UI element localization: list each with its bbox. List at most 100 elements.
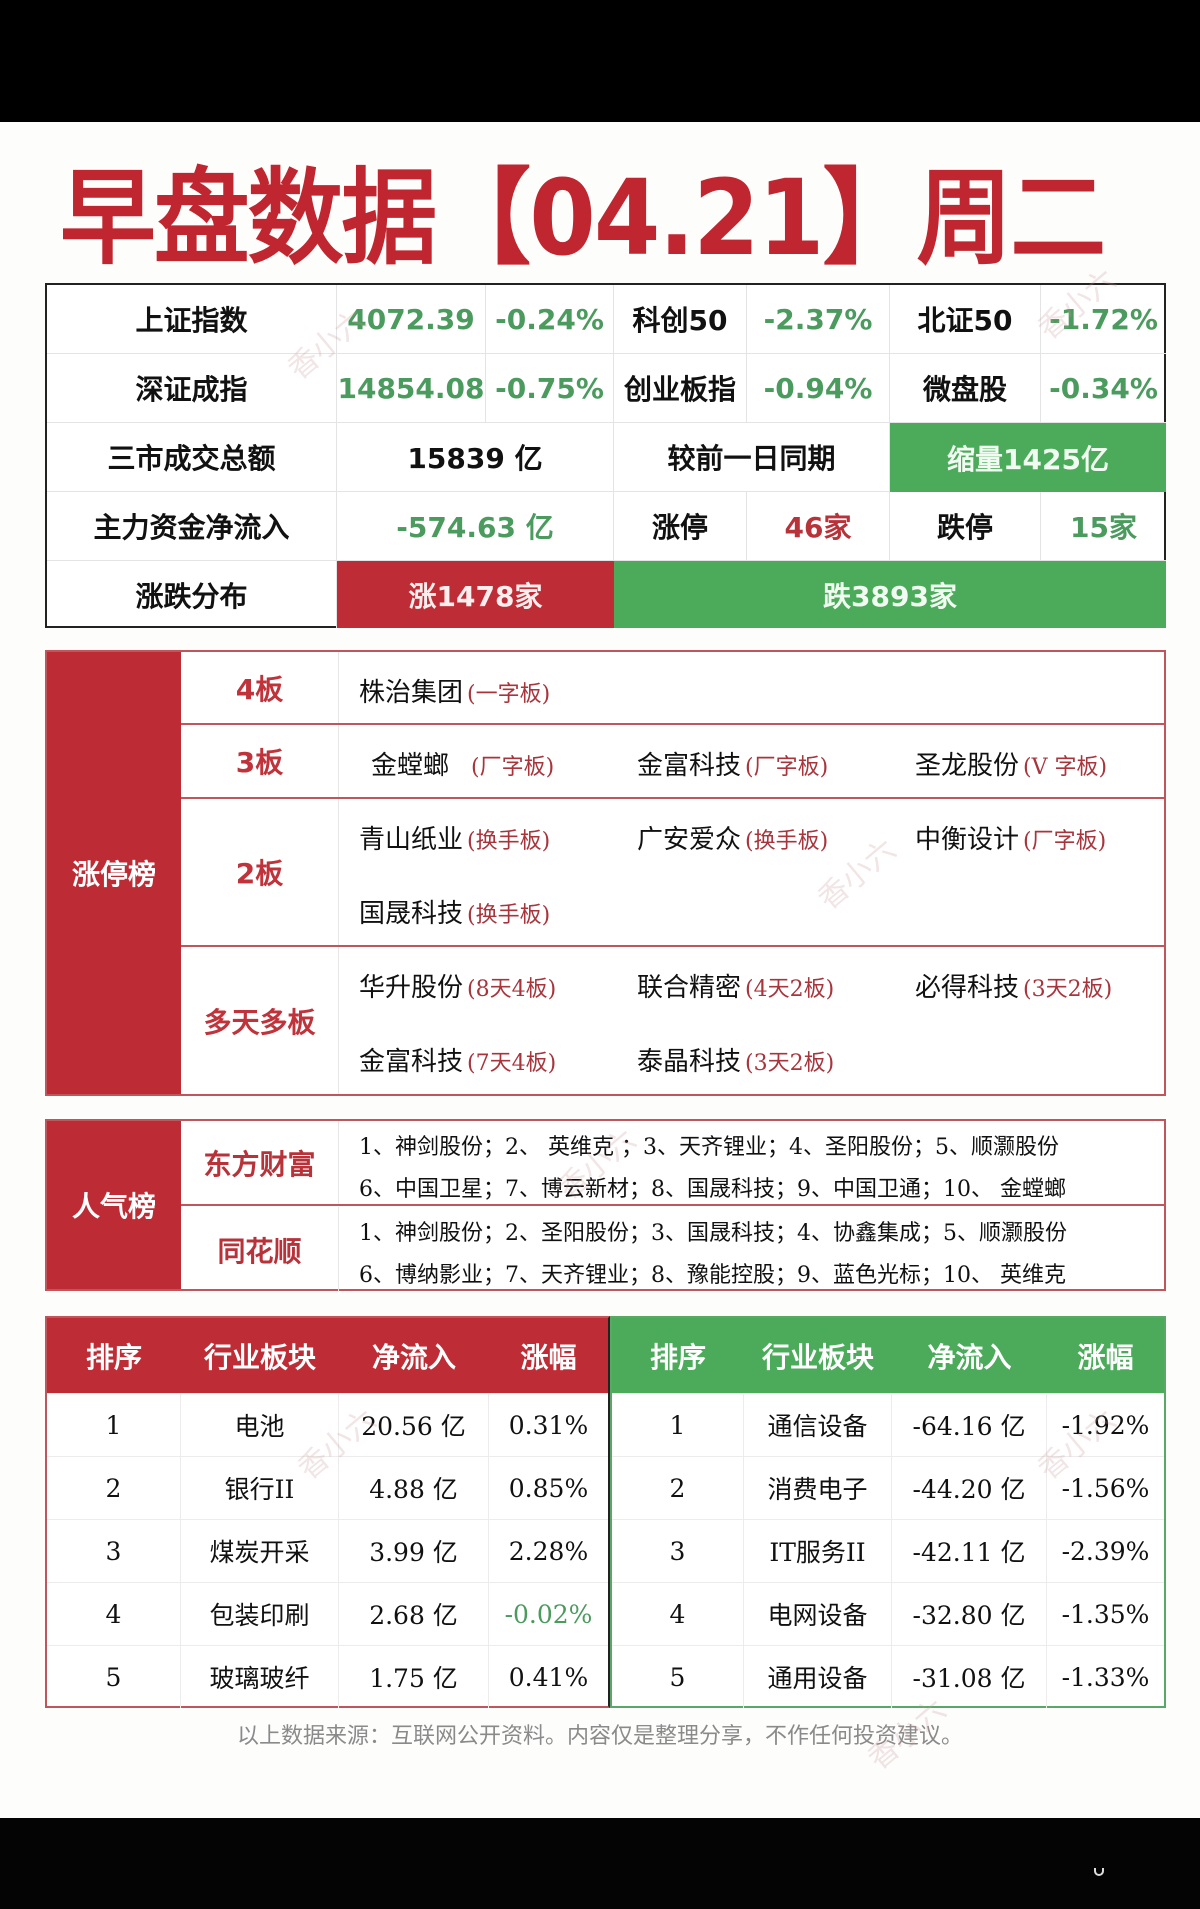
turnover-value: 15839 亿 xyxy=(337,423,614,492)
limit-down-label: 跌停 xyxy=(890,492,1041,561)
limit-up-board: 涨停榜 4板 株治集团 (一字板) 3板 金螳螂 (厂字板) 金富科技 (厂字板) 圣… xyxy=(45,650,1166,1096)
board-row-2: 2板 青山纸业 (换手板) 广安爱众 (换手板) 中衡设计 (厂字板) 国晟科技 (换手… xyxy=(181,799,1166,947)
sz-index-label: 深证成指 xyxy=(47,354,337,423)
change: -1.33% xyxy=(1061,1662,1150,1692)
change: 0.41% xyxy=(508,1662,589,1692)
stock-name: 广安爱众 xyxy=(637,825,742,855)
header-rank: 排序 xyxy=(85,1340,142,1374)
sector: 银行II xyxy=(181,1457,339,1519)
sector: 煤炭开采 xyxy=(181,1520,339,1582)
net-inflow-value: -574.63 亿 xyxy=(337,492,614,561)
sz-index-value: 14854.08 xyxy=(337,354,486,423)
sector-inflow-table: 排序 行业板块 净流入 涨幅 1 电池 20.56 亿 0.31% 2 银行II… xyxy=(45,1316,610,1708)
header-flow: 净流入 xyxy=(927,1340,1012,1374)
stock-name: 青山纸业 xyxy=(359,825,464,855)
micro-cap-change: -0.34% xyxy=(1041,354,1166,423)
stock-tag: (厂字板) xyxy=(1023,829,1107,854)
popularity-board: 人气榜 东方财富 1、神剑股份；2、 英维克 ；3、天齐锂业；4、圣阳股份；5、… xyxy=(45,1119,1166,1292)
header-rank: 排序 xyxy=(649,1340,706,1374)
change: 2.28% xyxy=(508,1536,589,1566)
sector: 通信设备 xyxy=(744,1394,892,1456)
sh-index-label: 上证指数 xyxy=(47,285,337,354)
table-row: 5 通用设备 -31.08 亿 -1.33% xyxy=(612,1645,1164,1708)
cyb-change: -0.94% xyxy=(747,354,890,423)
board-stock: 华升股份 (8天4板) xyxy=(359,967,556,1004)
stock-name: 金螳螂 xyxy=(371,751,450,781)
stock-name: 圣龙股份 xyxy=(915,751,1020,781)
bz50-change: -1.72% xyxy=(1041,285,1166,354)
table-row: 2 消费电子 -44.20 亿 -1.56% xyxy=(612,1456,1164,1519)
stock-tag: (3天2板) xyxy=(1023,977,1113,1002)
stock-name: 联合精密 xyxy=(637,973,742,1003)
rank: 2 xyxy=(612,1457,744,1519)
kc50-label: 科创50 xyxy=(614,285,747,354)
flow: 2.68 亿 xyxy=(339,1583,489,1645)
stock-tag: (V 字板) xyxy=(1023,755,1108,780)
popularity-line: 6、中国卫星；7、博云新材；8、国晟科技；9、中国卫通；10、 金螳螂 xyxy=(359,1177,1066,1202)
page-title: 早盘数据【04.21】周二 xyxy=(60,157,1106,279)
distribution-up: 涨1478家 xyxy=(337,561,614,628)
board-stock: 株治集团 (一字板) xyxy=(359,672,550,709)
stock-tag: (厂字板) xyxy=(745,755,829,780)
limit-up-label: 涨停 xyxy=(614,492,747,561)
board-stock: 广安爱众 (换手板) xyxy=(637,819,828,856)
change: 0.31% xyxy=(508,1410,589,1440)
stock-tag: (厂字板) xyxy=(471,755,555,780)
board-level: 4板 xyxy=(181,652,339,723)
rank: 5 xyxy=(47,1646,181,1708)
table-row: 1 电池 20.56 亿 0.31% xyxy=(47,1393,608,1456)
table-row: 5 玻璃玻纤 1.75 亿 0.41% xyxy=(47,1645,608,1708)
page-indicator-icon xyxy=(1094,1868,1104,1876)
stock-name: 株治集团 xyxy=(359,678,464,708)
limit-down-count: 15家 xyxy=(1041,492,1166,561)
stock-tag: (3天2板) xyxy=(745,1051,835,1076)
rank: 4 xyxy=(47,1583,181,1645)
board-stock: 国晟科技 (换手板) xyxy=(359,893,550,930)
board-row-3: 3板 金螳螂 (厂字板) 金富科技 (厂字板) 圣龙股份 (V 字板) xyxy=(181,725,1166,799)
popularity-line: 1、神剑股份；2、 英维克 ；3、天齐锂业；4、圣阳股份；5、顺灏股份 xyxy=(359,1135,1059,1160)
top-black-bar xyxy=(0,0,1200,122)
flow: -44.20 亿 xyxy=(892,1457,1047,1519)
limit-up-board-title: 涨停榜 xyxy=(47,652,181,1094)
kc50-change: -2.37% xyxy=(747,285,890,354)
board-stock: 圣龙股份 (V 字板) xyxy=(915,745,1107,782)
stock-tag: (一字板) xyxy=(467,682,551,707)
sector: 通用设备 xyxy=(744,1646,892,1708)
stock-name: 华升股份 xyxy=(359,973,464,1003)
limit-up-count: 46家 xyxy=(747,492,890,561)
stock-tag: (7天4板) xyxy=(467,1051,557,1076)
flow: 4.88 亿 xyxy=(339,1457,489,1519)
rank: 4 xyxy=(612,1583,744,1645)
table-row: 2 银行II 4.88 亿 0.85% xyxy=(47,1456,608,1519)
stock-tag: (换手板) xyxy=(467,829,551,854)
flow: 1.75 亿 xyxy=(339,1646,489,1708)
table-row: 1 通信设备 -64.16 亿 -1.92% xyxy=(612,1393,1164,1456)
stock-name: 泰晶科技 xyxy=(637,1047,742,1077)
flow: -42.11 亿 xyxy=(892,1520,1047,1582)
table-row: 4 包装印刷 2.68 亿 -0.02% xyxy=(47,1582,608,1645)
table-row: 3 煤炭开采 3.99 亿 2.28% xyxy=(47,1519,608,1582)
rank: 5 xyxy=(612,1646,744,1708)
bottom-black-bar xyxy=(0,1818,1200,1909)
distribution-label: 涨跌分布 xyxy=(47,561,337,628)
flow: -31.08 亿 xyxy=(892,1646,1047,1708)
stock-tag: (8天4板) xyxy=(467,977,557,1002)
board-stock: 金富科技 (厂字板) xyxy=(637,745,828,782)
header-sector: 行业板块 xyxy=(761,1340,874,1374)
header-flow: 净流入 xyxy=(371,1340,456,1374)
stock-name: 中衡设计 xyxy=(915,825,1020,855)
popularity-source: 同花顺 xyxy=(181,1207,339,1292)
header-change: 涨幅 xyxy=(1077,1340,1134,1374)
sh-index-change: -0.24% xyxy=(486,285,614,354)
rank: 3 xyxy=(47,1520,181,1582)
change: -1.35% xyxy=(1061,1599,1150,1629)
popularity-title: 人气榜 xyxy=(47,1121,181,1289)
change: 0.85% xyxy=(508,1473,589,1503)
table-row: 4 电网设备 -32.80 亿 -1.35% xyxy=(612,1582,1164,1645)
header-sector: 行业板块 xyxy=(203,1340,316,1374)
rank: 3 xyxy=(612,1520,744,1582)
flow: -32.80 亿 xyxy=(892,1583,1047,1645)
sector-outflow-table: 排序 行业板块 净流入 涨幅 1 通信设备 -64.16 亿 -1.92% 2 … xyxy=(610,1316,1166,1708)
board-stock: 必得科技 (3天2板) xyxy=(915,967,1112,1004)
board-level: 3板 xyxy=(181,725,339,797)
